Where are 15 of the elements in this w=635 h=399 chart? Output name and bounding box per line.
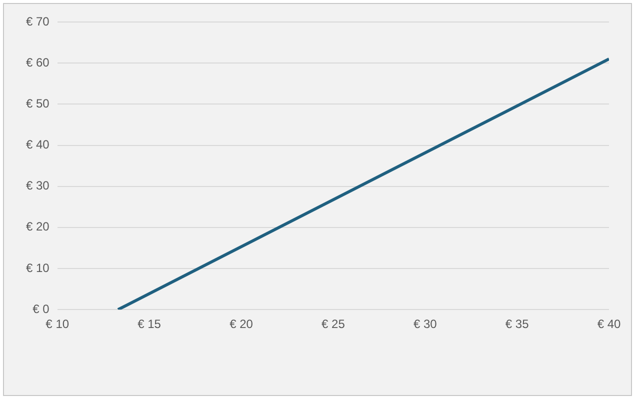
y-tick-label: € 30 (26, 178, 50, 193)
x-tick-label: € 30 (413, 317, 438, 332)
y-tick-label: € 10 (26, 260, 50, 275)
x-tick-label: € 40 (597, 317, 621, 332)
y-tick-label: € 60 (26, 55, 50, 70)
y-tick-label: € 0 (32, 302, 50, 316)
y-tick-label: € 40 (26, 138, 50, 152)
x-tick-label: € 35 (505, 317, 530, 332)
x-tick-label: € 25 (322, 317, 346, 332)
x-tick-label: € 20 (230, 317, 254, 332)
y-tick-label: € 50 (26, 96, 50, 110)
y-tick-label: € 70 (26, 14, 50, 28)
y-tick-label: € 20 (26, 220, 50, 234)
x-tick-label: € 15 (138, 317, 162, 332)
x-tick-label: € 10 (46, 317, 70, 332)
